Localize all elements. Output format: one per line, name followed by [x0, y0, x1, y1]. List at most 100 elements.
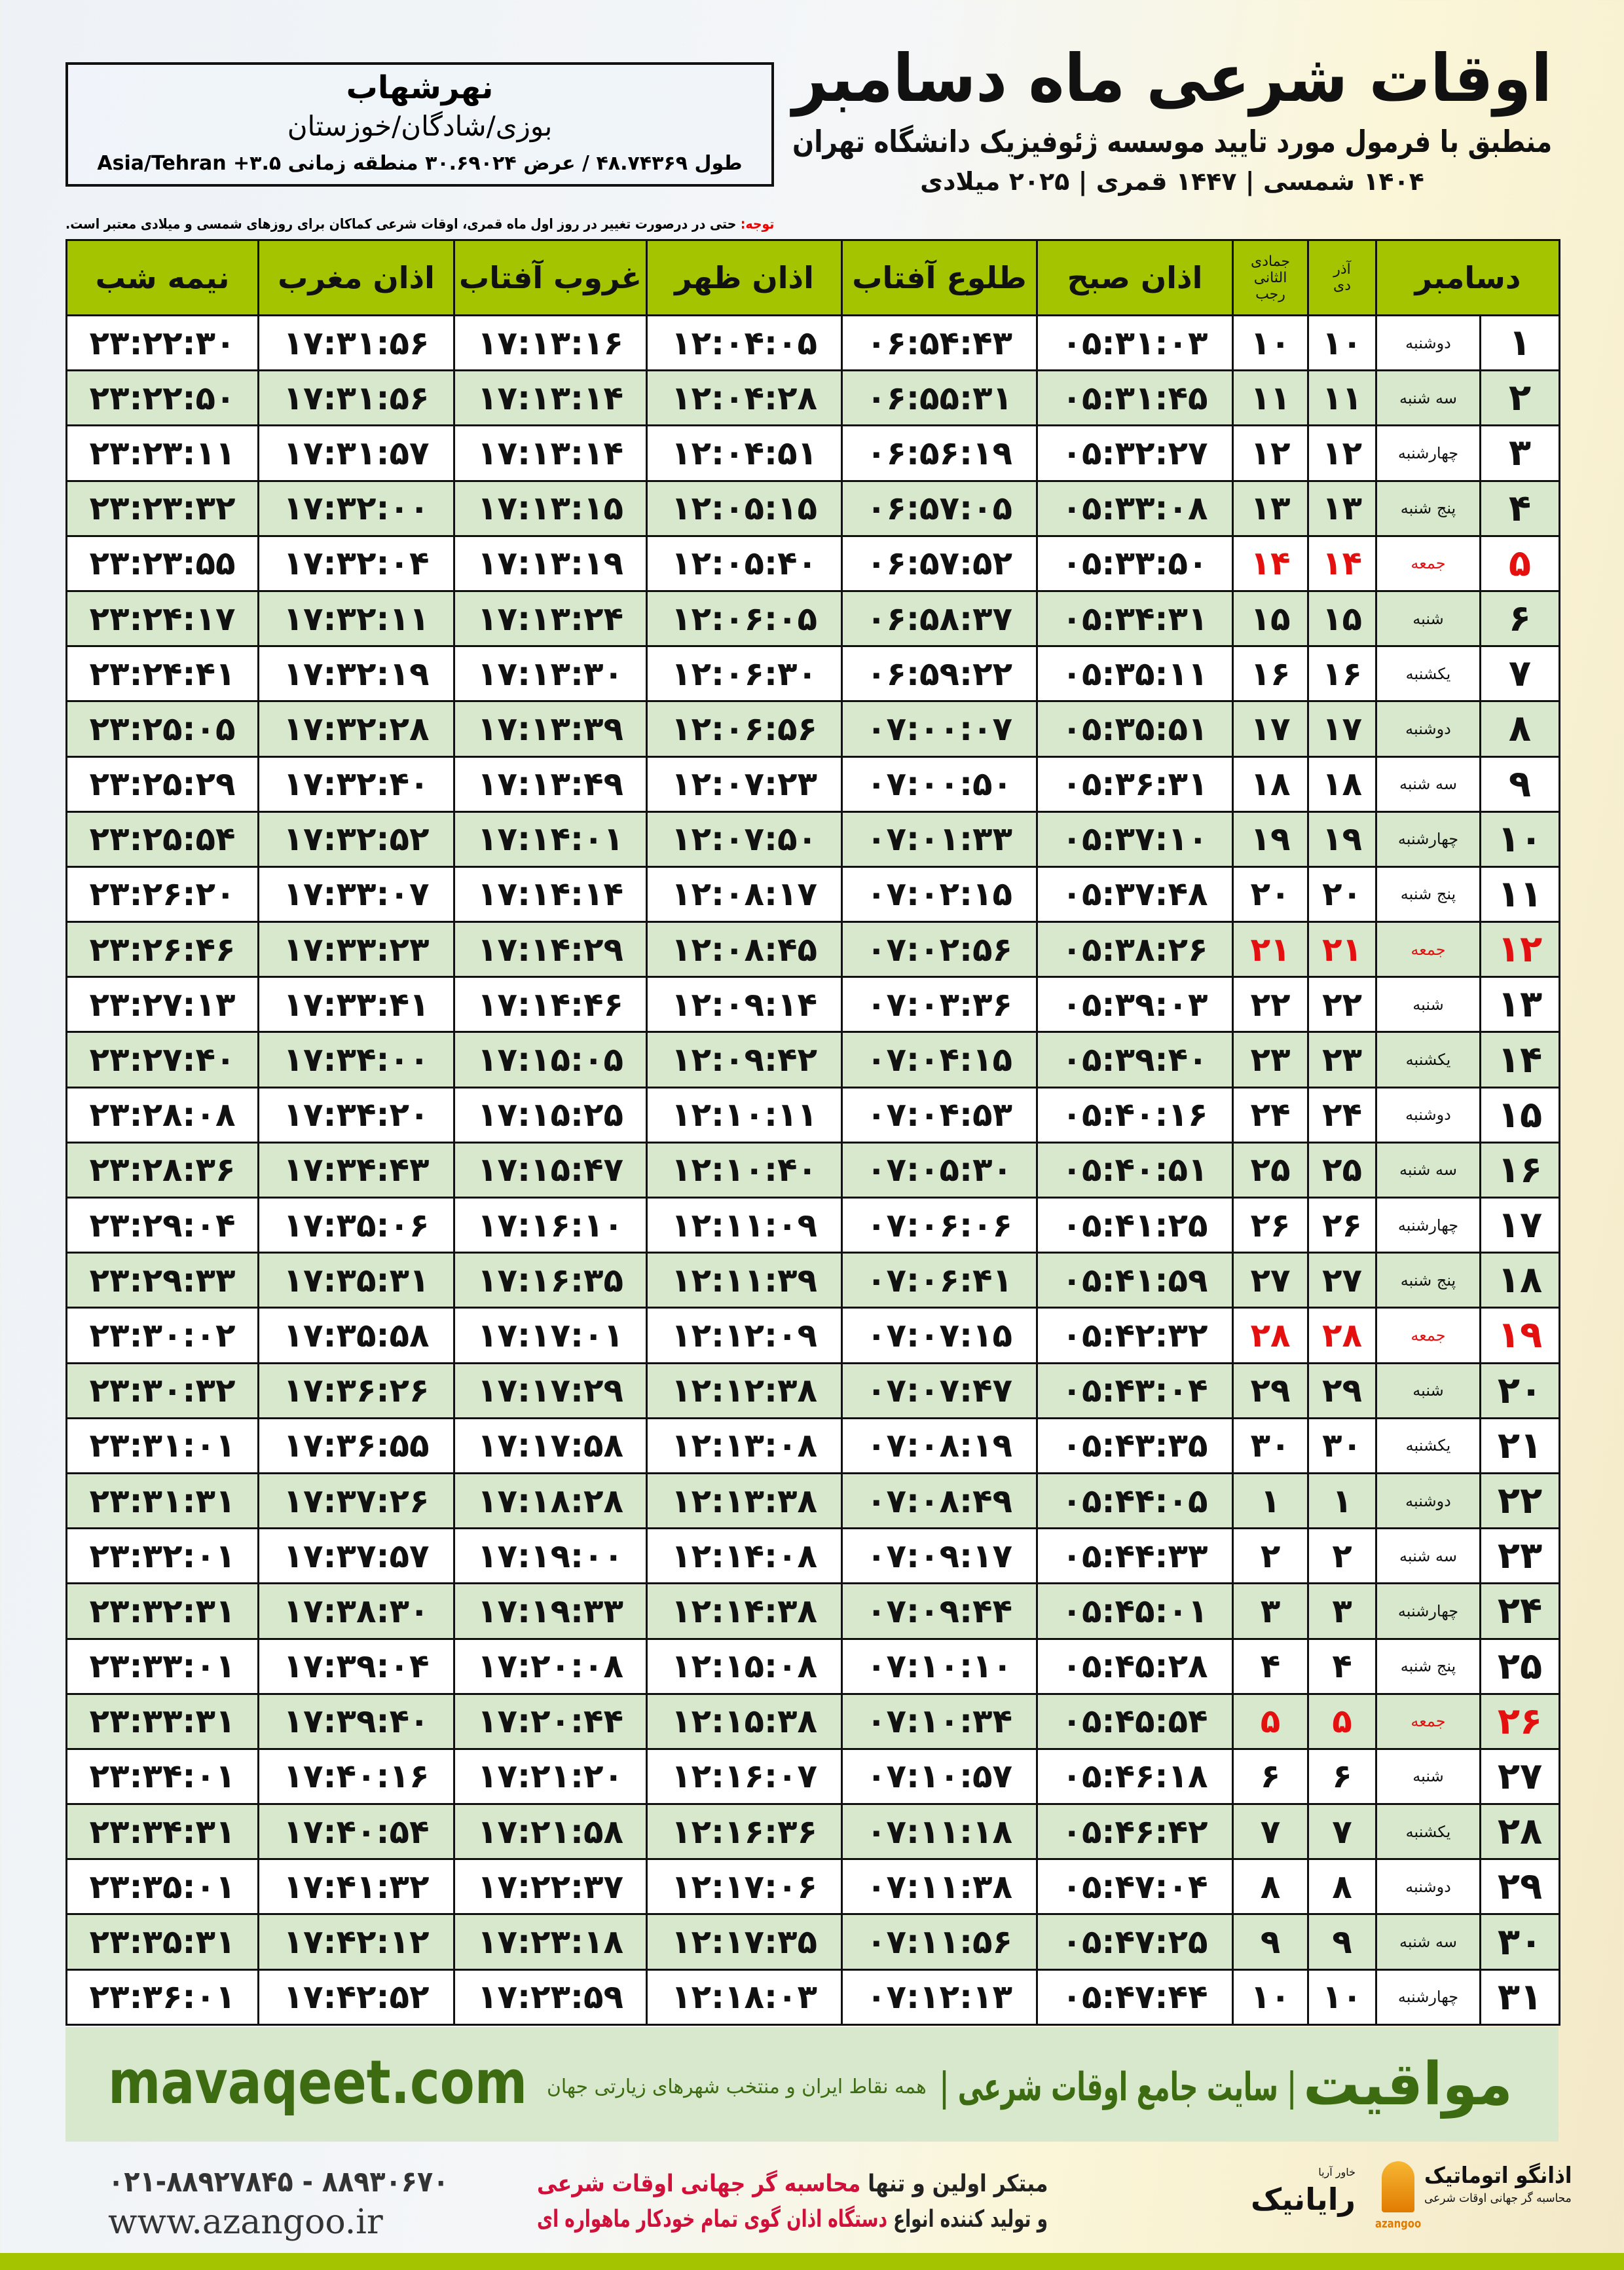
day-number: ۲۳ — [1479, 1527, 1560, 1585]
weekday: چهارشنبه — [1375, 810, 1481, 868]
fajr-time: ۰۵:۴۴:۰۵ — [1036, 1472, 1234, 1530]
maghrib-time: ۱۷:۳۲:۰۴ — [257, 534, 455, 592]
fajr-time: ۰۵:۳۷:۴۸ — [1036, 865, 1234, 923]
sunrise-time: ۰۷:۱۱:۵۶ — [841, 1913, 1038, 1971]
table-row: ۲۷ شنبه ۶ ۶ ۰۵:۴۶:۱۸ ۰۷:۱۰:۵۷ ۱۲:۱۶:۰۷ ۱۷:۲۱:۲۰… — [65, 1747, 1560, 1806]
sunrise-time: ۰۷:۰۷:۱۵ — [841, 1307, 1038, 1364]
day-number: ۱ — [1479, 314, 1560, 372]
dey-day: ۲۸ — [1307, 1307, 1377, 1364]
midnight-time: ۲۳:۲۷:۴۰ — [65, 1031, 259, 1088]
sunrise-time: ۰۷:۱۲:۱۳ — [841, 1968, 1038, 2026]
table-row: ۴ پنج شنبه ۱۳ ۱۳ ۰۵:۳۳:۰۸ ۰۶:۵۷:۰۵ ۱۲:۰۵:۱۵ ۱۷:… — [65, 479, 1560, 537]
rajab-day: ۲۲ — [1232, 976, 1309, 1033]
day-number: ۱۰ — [1479, 810, 1560, 868]
sunset-time: ۱۷:۱۶:۱۰ — [453, 1196, 648, 1254]
maghrib-time: ۱۷:۳۲:۱۹ — [257, 645, 455, 703]
rajab-day: ۲۷ — [1232, 1252, 1309, 1309]
midnight-time: ۲۳:۳۴:۳۱ — [65, 1803, 259, 1861]
dey-day: ۲۶ — [1307, 1196, 1377, 1254]
weekday: پنج شنبه — [1375, 865, 1481, 923]
table-row: ۱۲ جمعه ۲۱ ۲۱ ۰۵:۳۸:۲۶ ۰۷:۰۲:۵۶ ۱۲:۰۸:۴۵ ۱۷:۱۴:… — [65, 921, 1560, 978]
table-row: ۲۳ سه شنبه ۲ ۲ ۰۵:۴۴:۳۳ ۰۷:۰۹:۱۷ ۱۲:۱۴:۰۸ ۱۷:۱۹… — [65, 1527, 1560, 1585]
rajab-day: ۱ — [1232, 1472, 1309, 1530]
weekday: دوشنبه — [1375, 1858, 1481, 1916]
mavaqeet-link-text[interactable]: mavaqeet.com — [108, 2047, 528, 2117]
rajab-day: ۹ — [1232, 1913, 1309, 1971]
day-number: ۳۱ — [1479, 1968, 1560, 2026]
sunrise-time: ۰۷:۰۴:۵۳ — [841, 1086, 1038, 1144]
midnight-time: ۲۳:۲۸:۰۸ — [65, 1086, 259, 1144]
sunset-time: ۱۷:۱۷:۲۹ — [453, 1362, 648, 1419]
fajr-time: ۰۵:۳۲:۲۷ — [1036, 424, 1234, 482]
midnight-time: ۲۳:۳۰:۳۲ — [65, 1362, 259, 1419]
mavaqeet-link[interactable]: mavaqeet.com — [108, 2047, 527, 2119]
dhuhr-time: ۱۲:۱۵:۰۸ — [646, 1637, 843, 1695]
maghrib-time: ۱۷:۳۷:۵۷ — [257, 1527, 455, 1585]
midnight-time: ۲۳:۲۳:۳۲ — [65, 479, 259, 537]
maghrib-time: ۱۷:۳۵:۰۶ — [257, 1196, 455, 1254]
maghrib-time: ۱۷:۳۵:۳۱ — [257, 1252, 455, 1309]
dey-day: ۲۹ — [1307, 1362, 1377, 1419]
col-dhuhr: اذان ظهر — [646, 239, 843, 316]
dey-day: ۲۳ — [1307, 1031, 1377, 1088]
azangoo-name: اذانگو اتوماتیک — [1424, 2161, 1572, 2190]
dey-day: ۲۵ — [1307, 1141, 1377, 1199]
day-number: ۲۰ — [1479, 1362, 1560, 1419]
fajr-time: ۰۵:۳۹:۴۰ — [1036, 1031, 1234, 1088]
dey-day: ۴ — [1307, 1637, 1377, 1695]
table-row: ۵ جمعه ۱۴ ۱۴ ۰۵:۳۳:۵۰ ۰۶:۵۷:۵۲ ۱۲:۰۵:۴۰ ۱۷:۱۳:۱… — [65, 534, 1560, 592]
sunset-time: ۱۷:۲۲:۳۷ — [453, 1858, 648, 1916]
dhuhr-time: ۱۲:۱۲:۰۹ — [646, 1307, 843, 1364]
dhuhr-time: ۱۲:۱۳:۰۸ — [646, 1417, 843, 1474]
day-number: ۲۴ — [1479, 1582, 1560, 1640]
sunrise-time: ۰۷:۰۰:۰۷ — [841, 700, 1038, 758]
sunrise-time: ۰۷:۱۱:۱۸ — [841, 1803, 1038, 1861]
weekday: چهارشنبه — [1375, 1968, 1481, 2026]
sunrise-time: ۰۷:۱۰:۳۴ — [841, 1692, 1038, 1750]
midnight-time: ۲۳:۲۳:۵۵ — [65, 534, 259, 592]
sunset-time: ۱۷:۲۱:۲۰ — [453, 1747, 648, 1806]
fajr-time: ۰۵:۴۷:۰۴ — [1036, 1858, 1234, 1916]
rajab-day: ۲۵ — [1232, 1141, 1309, 1199]
sunrise-time: ۰۶:۵۹:۲۲ — [841, 645, 1038, 703]
weekday: چهارشنبه — [1375, 1196, 1481, 1254]
sunset-time: ۱۷:۱۴:۲۹ — [453, 921, 648, 978]
rajab-day: ۲ — [1232, 1527, 1309, 1585]
fajr-time: ۰۵:۳۴:۳۱ — [1036, 589, 1234, 648]
col-month: دسامبر — [1375, 239, 1560, 316]
weekday: جمعه — [1375, 1307, 1481, 1364]
col-rajab: جمادی الثانی رجب — [1232, 239, 1309, 316]
sunrise-time: ۰۷:۰۸:۴۹ — [841, 1472, 1038, 1530]
dhuhr-time: ۱۲:۰۶:۵۶ — [646, 700, 843, 758]
dey-day: ۲۲ — [1307, 976, 1377, 1033]
promo-line2-highlight: دستگاه اذان گوی تمام خودکار ماهواره ای — [537, 2206, 888, 2233]
azangoo-link-text[interactable]: www.azangoo.ir — [108, 2203, 383, 2242]
maghrib-time: ۱۷:۳۶:۵۵ — [257, 1417, 455, 1474]
weekday: سه شنبه — [1375, 1141, 1481, 1199]
sunset-time: ۱۷:۲۳:۵۹ — [453, 1968, 648, 2026]
dey-day: ۱۰ — [1307, 314, 1377, 372]
location-city: نهرشهاب — [68, 67, 771, 108]
sunrise-time: ۰۷:۰۶:۰۶ — [841, 1196, 1038, 1254]
midnight-time: ۲۳:۲۴:۱۷ — [65, 589, 259, 648]
rajab-day: ۲۳ — [1232, 1031, 1309, 1088]
dey-day: ۲ — [1307, 1527, 1377, 1585]
dey-day: ۱۵ — [1307, 589, 1377, 648]
day-number: ۱۴ — [1479, 1031, 1560, 1088]
dhuhr-time: ۱۲:۱۰:۴۰ — [646, 1141, 843, 1199]
location-coords-text: طول ۴۸.۷۴۳۶۹ / عرض ۳۰.۶۹۰۲۴ منطقه زمانی … — [97, 152, 743, 175]
fajr-time: ۰۵:۴۳:۳۵ — [1036, 1417, 1234, 1474]
maghrib-time: ۱۷:۳۴:۲۰ — [257, 1086, 455, 1144]
dhuhr-time: ۱۲:۰۵:۱۵ — [646, 479, 843, 537]
fajr-time: ۰۵:۳۳:۵۰ — [1036, 534, 1234, 592]
day-number: ۱۲ — [1479, 921, 1560, 978]
rayanik-sub-text: خاور آریا — [1318, 2166, 1356, 2178]
maghrib-time: ۱۷:۳۷:۲۶ — [257, 1472, 455, 1530]
day-number: ۱۶ — [1479, 1141, 1560, 1199]
day-number: ۱۱ — [1479, 865, 1560, 923]
sunrise-time: ۰۷:۱۰:۵۷ — [841, 1747, 1038, 1806]
dey-day: ۹ — [1307, 1913, 1377, 1971]
sunset-time: ۱۷:۱۴:۱۴ — [453, 865, 648, 923]
azangoo-link[interactable]: www.azangoo.ir — [108, 2202, 449, 2242]
weekday: یکشنبه — [1375, 1803, 1481, 1861]
